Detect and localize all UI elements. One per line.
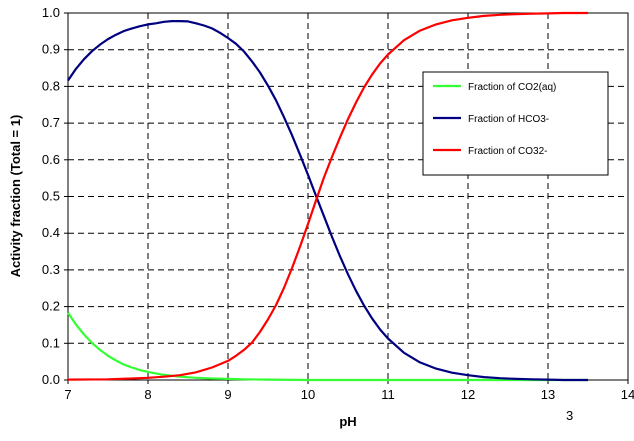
y-tick-label: 0.8 — [42, 78, 60, 93]
legend-label: Fraction of CO2(aq) — [468, 82, 556, 93]
y-tick-label: 0.5 — [42, 189, 60, 204]
series-line-fraction-of-co2-aq — [67, 312, 588, 382]
gridlines — [68, 13, 628, 380]
x-tick-label: 11 — [381, 387, 395, 402]
x-tick-label: 12 — [461, 387, 475, 402]
y-axis-ticks: 0.0 0.1 0.2 0.3 0.4 0.5 0.6 0.7 0.8 0.9 1.0 — [42, 5, 68, 387]
x-tick-label: 10 — [301, 387, 315, 402]
x-tick-label: 7 — [64, 387, 71, 402]
series-line-fraction-of-co32 — [67, 11, 588, 381]
x-tick-label: 8 — [144, 387, 151, 402]
y-tick-label: 0.3 — [42, 262, 60, 277]
x-axis-title: pH — [339, 414, 356, 429]
x-tick-label: 14 — [621, 387, 634, 402]
y-tick-label: 1.0 — [42, 5, 60, 20]
y-tick-label: 0.4 — [42, 225, 60, 240]
corner-mark: 3 — [566, 408, 573, 423]
x-axis-ticks: 7 8 9 10 11 12 13 14 — [64, 380, 634, 402]
legend: Fraction of CO2(aq) Fraction of HCO3- Frac… — [422, 71, 609, 176]
x-tick-label: 9 — [224, 387, 231, 402]
series-lines — [67, 11, 588, 382]
y-tick-label: 0.1 — [42, 335, 60, 350]
legend-label: Fraction of HCO3- — [468, 114, 549, 125]
y-tick-label: 0.0 — [42, 372, 60, 387]
y-axis-title: Activity fraction (Total = 1) — [8, 115, 23, 278]
y-tick-label: 0.9 — [42, 42, 60, 57]
series-line-fraction-of-hco3 — [67, 20, 588, 382]
y-tick-label: 0.6 — [42, 152, 60, 167]
y-tick-label: 0.2 — [42, 299, 60, 314]
x-tick-label: 13 — [541, 387, 555, 402]
y-tick-label: 0.7 — [42, 115, 60, 130]
legend-label: Fraction of CO32- — [468, 146, 547, 157]
legend-box — [422, 71, 609, 176]
